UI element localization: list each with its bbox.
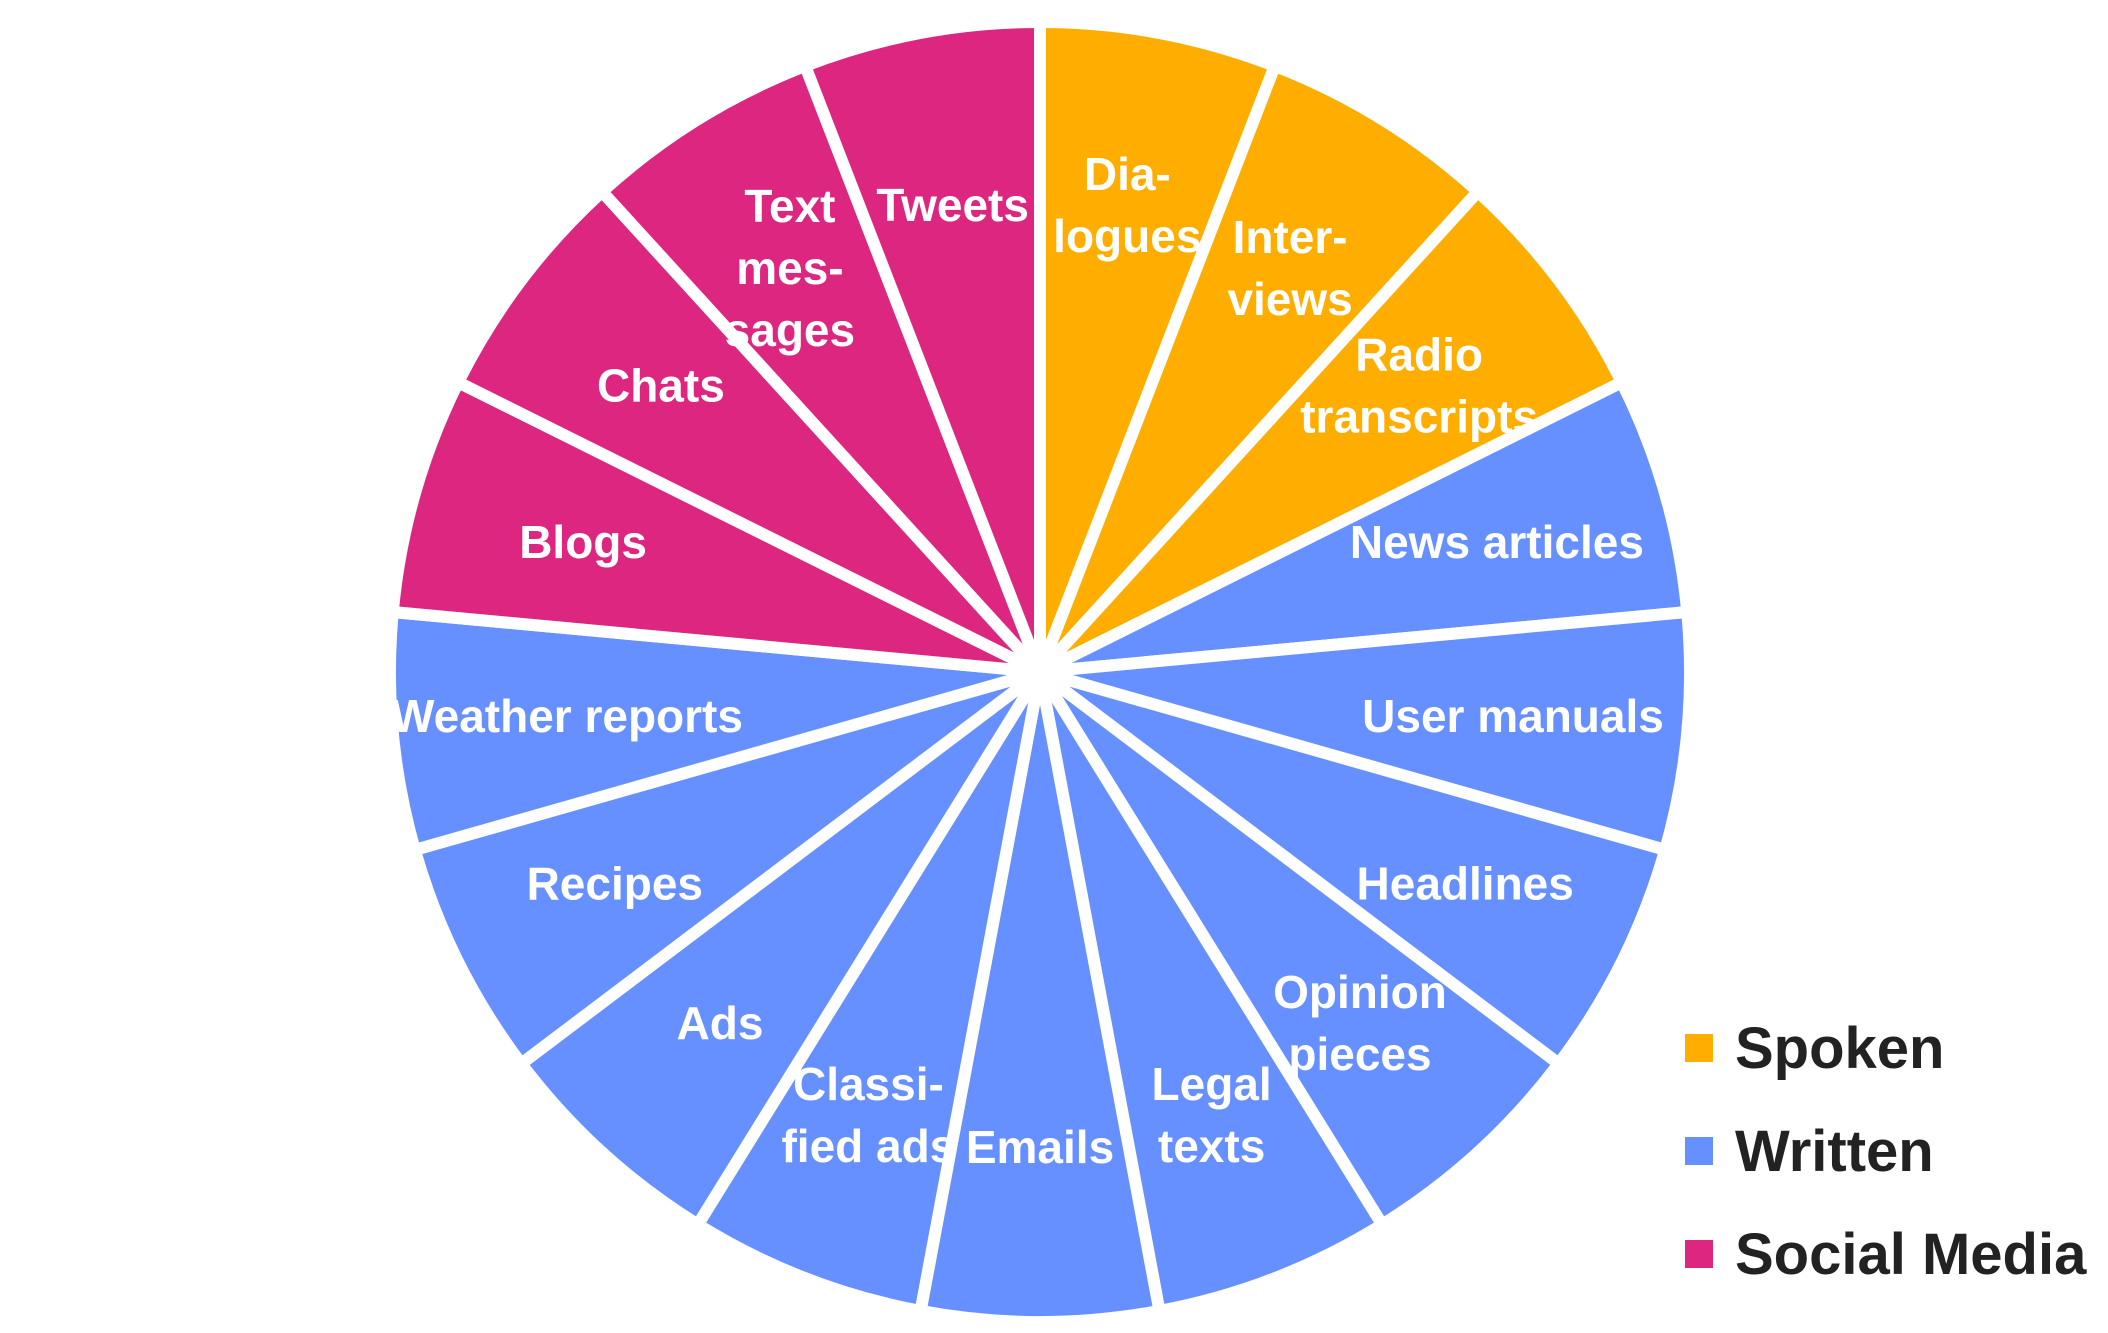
pie-slice-news-articles [1037,374,1694,678]
slice-label-opinion-pieces: Opinion pieces [1273,966,1447,1080]
slice-label-dia-logues: Dia-logues [1053,148,1201,262]
slice-label-legal-texts: Legal texts [1152,1058,1272,1172]
slice-label-blogs: Blogs [519,516,647,568]
pie-center-hole [1010,642,1070,702]
legend-label-social-media: Social Media [1735,1222,2087,1287]
slice-label-news-articles: News articles [1350,516,1644,568]
slice-label-recipes: Recipes [527,858,703,910]
pie-slice-classi-fied-ads [689,668,1046,1318]
pie-slice-tweets [797,15,1046,675]
slice-label-inter-views: Inter-views [1227,211,1352,325]
legend-swatch-social-media [1685,1240,1713,1268]
slice-label-radio-transcripts: Radio transcripts [1300,329,1538,443]
pie-slice-weather-reports [383,605,1042,858]
legend-swatch-written [1685,1137,1713,1165]
pie-slice-chats [450,183,1045,678]
pie-slice-headlines [1036,666,1673,1073]
slice-label-classi-fied-ads: Classi-fied ads [781,1058,955,1172]
pie-slice-blogs [386,374,1043,678]
slice-label-headlines: Headlines [1357,858,1574,910]
pie-slice-radio-transcripts [1035,183,1630,678]
legend-label-spoken: Spoken [1735,1016,1945,1081]
pie-slice-ads [512,667,1046,1233]
legend-swatch-spoken [1685,1034,1713,1062]
pie-slice-user-manuals [1038,605,1697,858]
pie-slice-recipes [407,666,1044,1073]
pie-slice-emails [913,670,1167,1328]
pie-slice-text-mes-sages [593,58,1046,677]
slice-label-user-manuals: User manuals [1362,690,1664,742]
pie-slices [383,15,1697,1328]
legend: Spoken Written Social Media [1685,1016,2087,1287]
slice-label-tweets: Tweets [876,179,1029,231]
slice-label-chats: Chats [597,360,725,412]
slice-label-weather-reports: Weather reports [391,690,743,742]
pie-slice-inter-views [1034,58,1487,677]
slice-label-emails: Emails [966,1121,1114,1173]
slice-label-text-mes-sages: Text mes-sages [725,180,855,356]
legend-label-written: Written [1735,1119,1934,1184]
pie-slice-legal-texts [1034,668,1391,1318]
slice-label-ads: Ads [677,997,764,1049]
pie-slice-opinion-pieces [1034,667,1568,1233]
